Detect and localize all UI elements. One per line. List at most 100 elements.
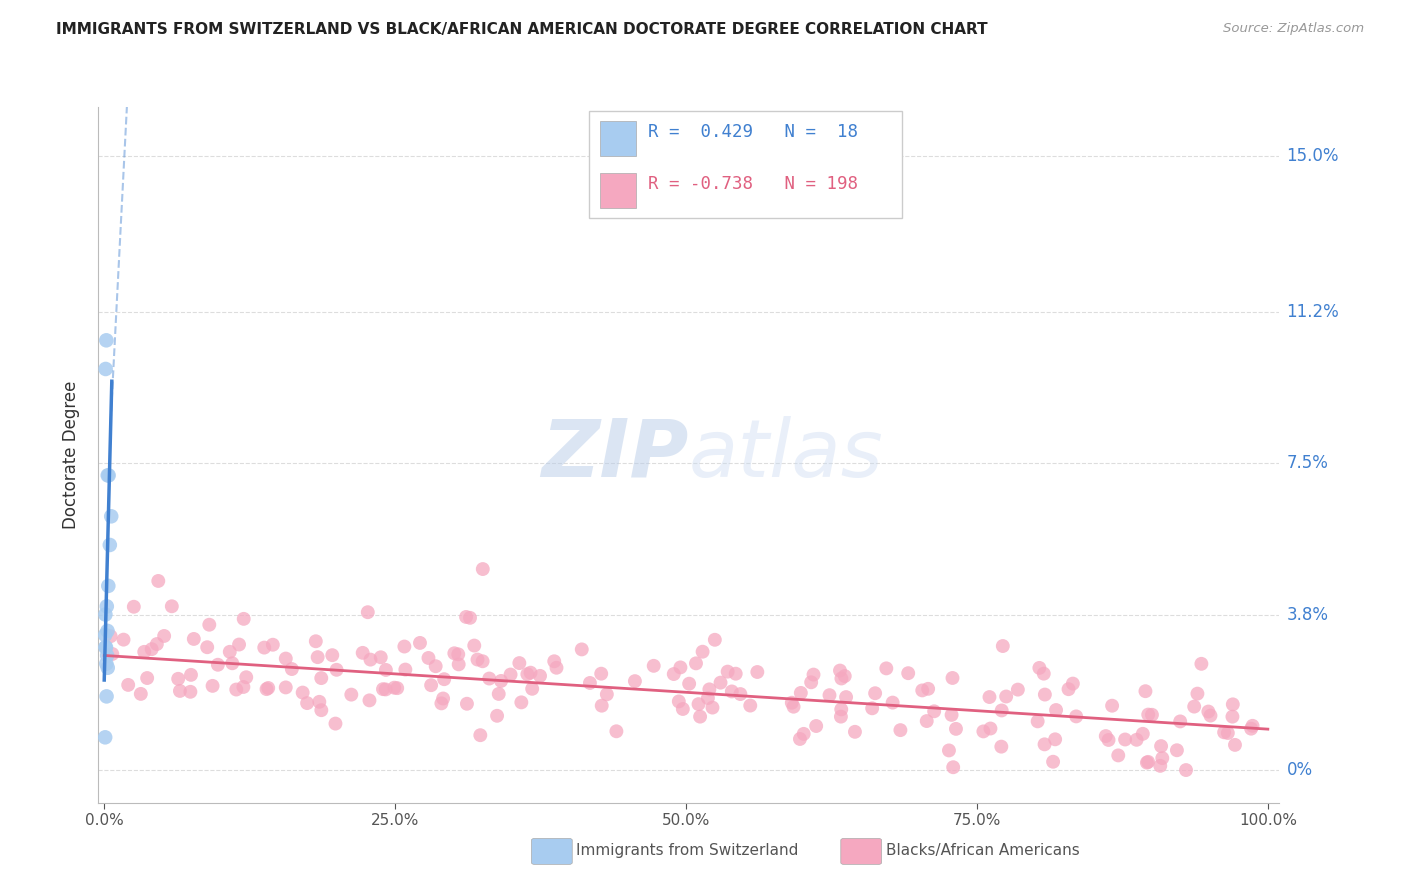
Point [100,509,122,524]
Point [689,709,711,723]
Point [990,739,1012,754]
Point [709,675,731,690]
Point [875,661,897,675]
Point [274,651,297,665]
Point [94,731,117,745]
Point [321,648,343,663]
Point [830,672,852,686]
Point [471,654,494,668]
Point [941,707,963,722]
Text: 11.2%: 11.2% [1286,302,1340,321]
Point [938,743,960,757]
Text: Source: ZipAtlas.com: Source: ZipAtlas.com [1223,22,1364,36]
Point [198,617,221,632]
Point [696,691,718,706]
Point [221,657,243,671]
Point [1032,666,1054,681]
Point [1213,725,1236,739]
Point [1033,688,1056,702]
Point [685,657,707,671]
Point [1166,743,1188,757]
Point [97,661,120,675]
Point [291,685,314,699]
Point [1137,707,1160,722]
Text: IMMIGRANTS FROM SWITZERLAND VS BLACK/AFRICAN AMERICAN DOCTORATE DEGREE CORRELATI: IMMIGRANTS FROM SWITZERLAND VS BLACK/AFR… [56,22,988,37]
Point [800,675,823,690]
Point [253,640,276,655]
Point [97,579,120,593]
Point [295,696,318,710]
Point [134,645,156,659]
Point [486,708,509,723]
Point [96,690,118,704]
Point [717,665,740,679]
Point [522,681,544,696]
Point [97,468,120,483]
Point [160,599,183,614]
Point [591,666,613,681]
Point [844,724,866,739]
Point [830,709,852,723]
Point [990,703,1012,717]
Text: ZIP: ZIP [541,416,689,494]
Bar [600,121,636,156]
Point [668,694,690,708]
Point [225,682,247,697]
Point [359,693,381,707]
Point [945,722,967,736]
Point [678,676,700,690]
Point [1136,756,1159,770]
Point [96,334,118,348]
Text: 15.0%: 15.0% [1286,147,1339,165]
Point [100,629,122,643]
Point [101,647,124,661]
Point [1043,732,1066,747]
Point [96,657,118,671]
Point [433,672,456,686]
Point [730,687,752,701]
Point [409,636,432,650]
Point [122,599,145,614]
Point [942,760,965,774]
Point [724,666,747,681]
Point [991,639,1014,653]
Point [394,640,416,654]
Text: atlas: atlas [689,416,884,494]
Point [281,662,304,676]
Point [941,671,963,685]
Point [1028,661,1050,675]
Point [1216,726,1239,740]
Bar [589,111,901,219]
Point [447,648,470,662]
Point [897,666,920,681]
Point [228,638,250,652]
Point [662,667,685,681]
Point [1182,699,1205,714]
Point [96,624,118,638]
Point [430,697,453,711]
Point [418,651,440,665]
Point [471,562,494,576]
Point [357,605,380,619]
Point [720,684,742,698]
Point [169,684,191,698]
Point [740,698,762,713]
Point [262,638,284,652]
Point [804,719,827,733]
Point [1149,759,1171,773]
Point [1057,682,1080,697]
Point [579,676,602,690]
Point [96,599,118,614]
Point [1152,751,1174,765]
Point [374,663,396,677]
Point [529,669,551,683]
Point [1240,722,1263,736]
Point [672,702,695,716]
Point [148,574,170,588]
Point [311,703,333,717]
Point [605,724,627,739]
Point [112,632,135,647]
Point [669,660,692,674]
Point [803,667,825,681]
Point [643,658,665,673]
